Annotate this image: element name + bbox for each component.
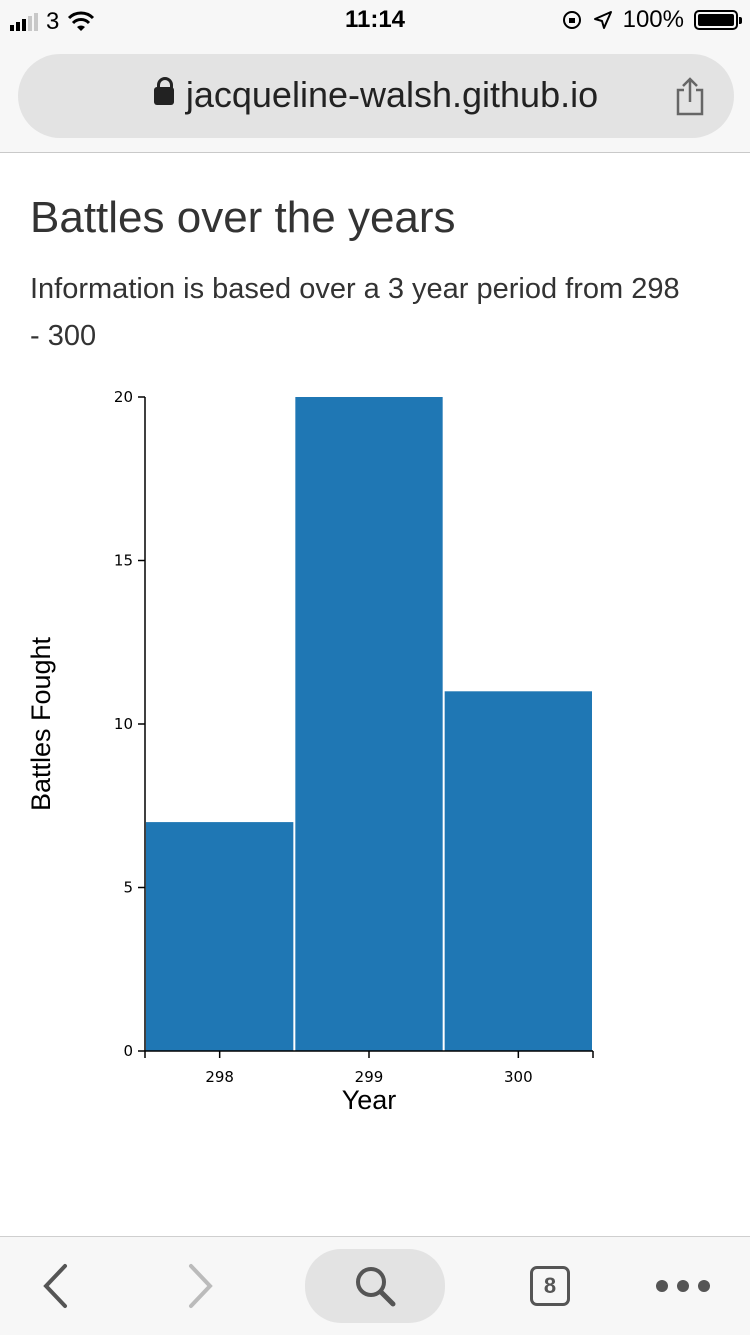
back-button[interactable] [20,1237,90,1335]
battery-percent: 100% [622,6,684,33]
url-text: jacqueline-walsh.github.io [185,74,599,115]
url-display[interactable]: jacqueline-walsh.github.io [18,74,734,116]
page-subtitle: Information is based over a 3 year perio… [30,273,680,352]
tab-count: 8 [543,1273,557,1298]
battery-icon [694,10,742,30]
address-bar[interactable]: jacqueline-walsh.github.io [18,54,734,138]
tabs-icon: 8 [530,1266,570,1306]
status-time: 11:14 [344,6,406,33]
y-tick-label: 20 [114,388,133,406]
lock-icon [153,77,174,105]
browser-toolbar: 8 [0,1236,750,1335]
search-button[interactable] [305,1237,445,1335]
location-icon [593,11,612,29]
y-tick-label: 10 [114,715,133,733]
x-tick-label: 300 [504,1068,533,1086]
x-tick-label: 298 [205,1068,234,1086]
y-tick-label: 5 [123,879,133,897]
signal-icon [10,13,38,31]
chevron-left-icon [43,1264,67,1308]
x-tick-label: 299 [355,1068,384,1086]
wifi-icon [68,11,95,31]
more-button[interactable] [648,1237,718,1335]
x-axis-title: Year [342,1085,397,1115]
y-axis-title: Battles Fought [26,636,56,811]
orientation-lock-icon [562,11,581,29]
battles-bar-chart: 0 5 10 15 20 298 299 300 Year Battles Fought [26,388,594,1115]
bar-298 [146,822,294,1051]
status-right: 100% [561,6,742,34]
chevron-right-icon [189,1264,213,1308]
bar-299 [295,397,443,1051]
search-pill[interactable] [305,1249,445,1323]
y-tick-label: 15 [114,552,133,570]
page-title: Battles over the years [30,193,456,242]
share-icon[interactable] [674,76,706,116]
forward-button[interactable] [166,1237,236,1335]
status-bar: 3 11:14 100% [0,0,750,40]
y-tick-label: 0 [123,1042,133,1060]
status-left: 3 [10,8,95,36]
bar-300 [444,691,592,1051]
carrier-label: 3 [46,8,60,35]
tabs-button[interactable]: 8 [515,1237,585,1335]
search-icon [356,1267,396,1307]
more-icon [656,1280,710,1292]
address-bar-area: jacqueline-walsh.github.io [0,40,750,153]
